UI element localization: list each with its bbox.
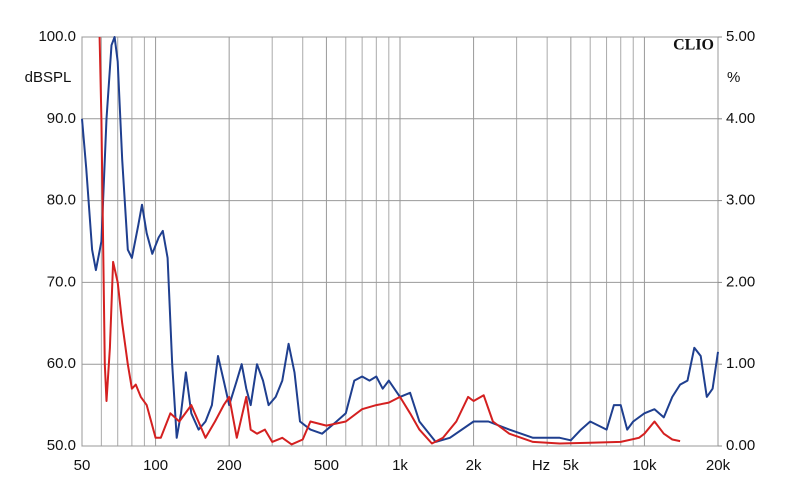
y-tick-label: 80.0: [47, 192, 76, 209]
x-tick-label: 100: [143, 457, 168, 474]
x-axis-label: Hz: [532, 457, 550, 474]
x-tick-label: 200: [217, 457, 242, 474]
y2-tick-label: 4.00: [726, 110, 755, 127]
x-tick-label: 500: [314, 457, 339, 474]
y-tick-label: 90.0: [47, 110, 76, 127]
brand: CLIO: [673, 37, 714, 54]
y-axis-label: dBSPL: [25, 69, 72, 86]
y2-tick-label: 0.00: [726, 437, 755, 454]
y2-tick-label: 5.00: [726, 28, 755, 45]
x-tick-label: 10k: [632, 457, 657, 474]
x-tick-label: 5k: [563, 457, 579, 474]
y-tick-label: 100.0: [38, 28, 76, 45]
y2-axis-label: %: [727, 69, 740, 86]
y-tick-label: 70.0: [47, 273, 76, 290]
series-line: [81, 36, 719, 443]
y2-tick-label: 1.00: [726, 355, 755, 372]
x-tick-label: 50: [74, 457, 91, 474]
y2-tick-label: 3.00: [726, 192, 755, 209]
y-tick-label: 60.0: [47, 355, 76, 372]
x-tick-label: 20k: [706, 457, 731, 474]
series-line: [98, 36, 681, 446]
x-tick-label: 1k: [392, 457, 408, 474]
y-tick-label: 50.0: [47, 437, 76, 454]
x-tick-label: 2k: [466, 457, 482, 474]
y2-tick-label: 2.00: [726, 273, 755, 290]
